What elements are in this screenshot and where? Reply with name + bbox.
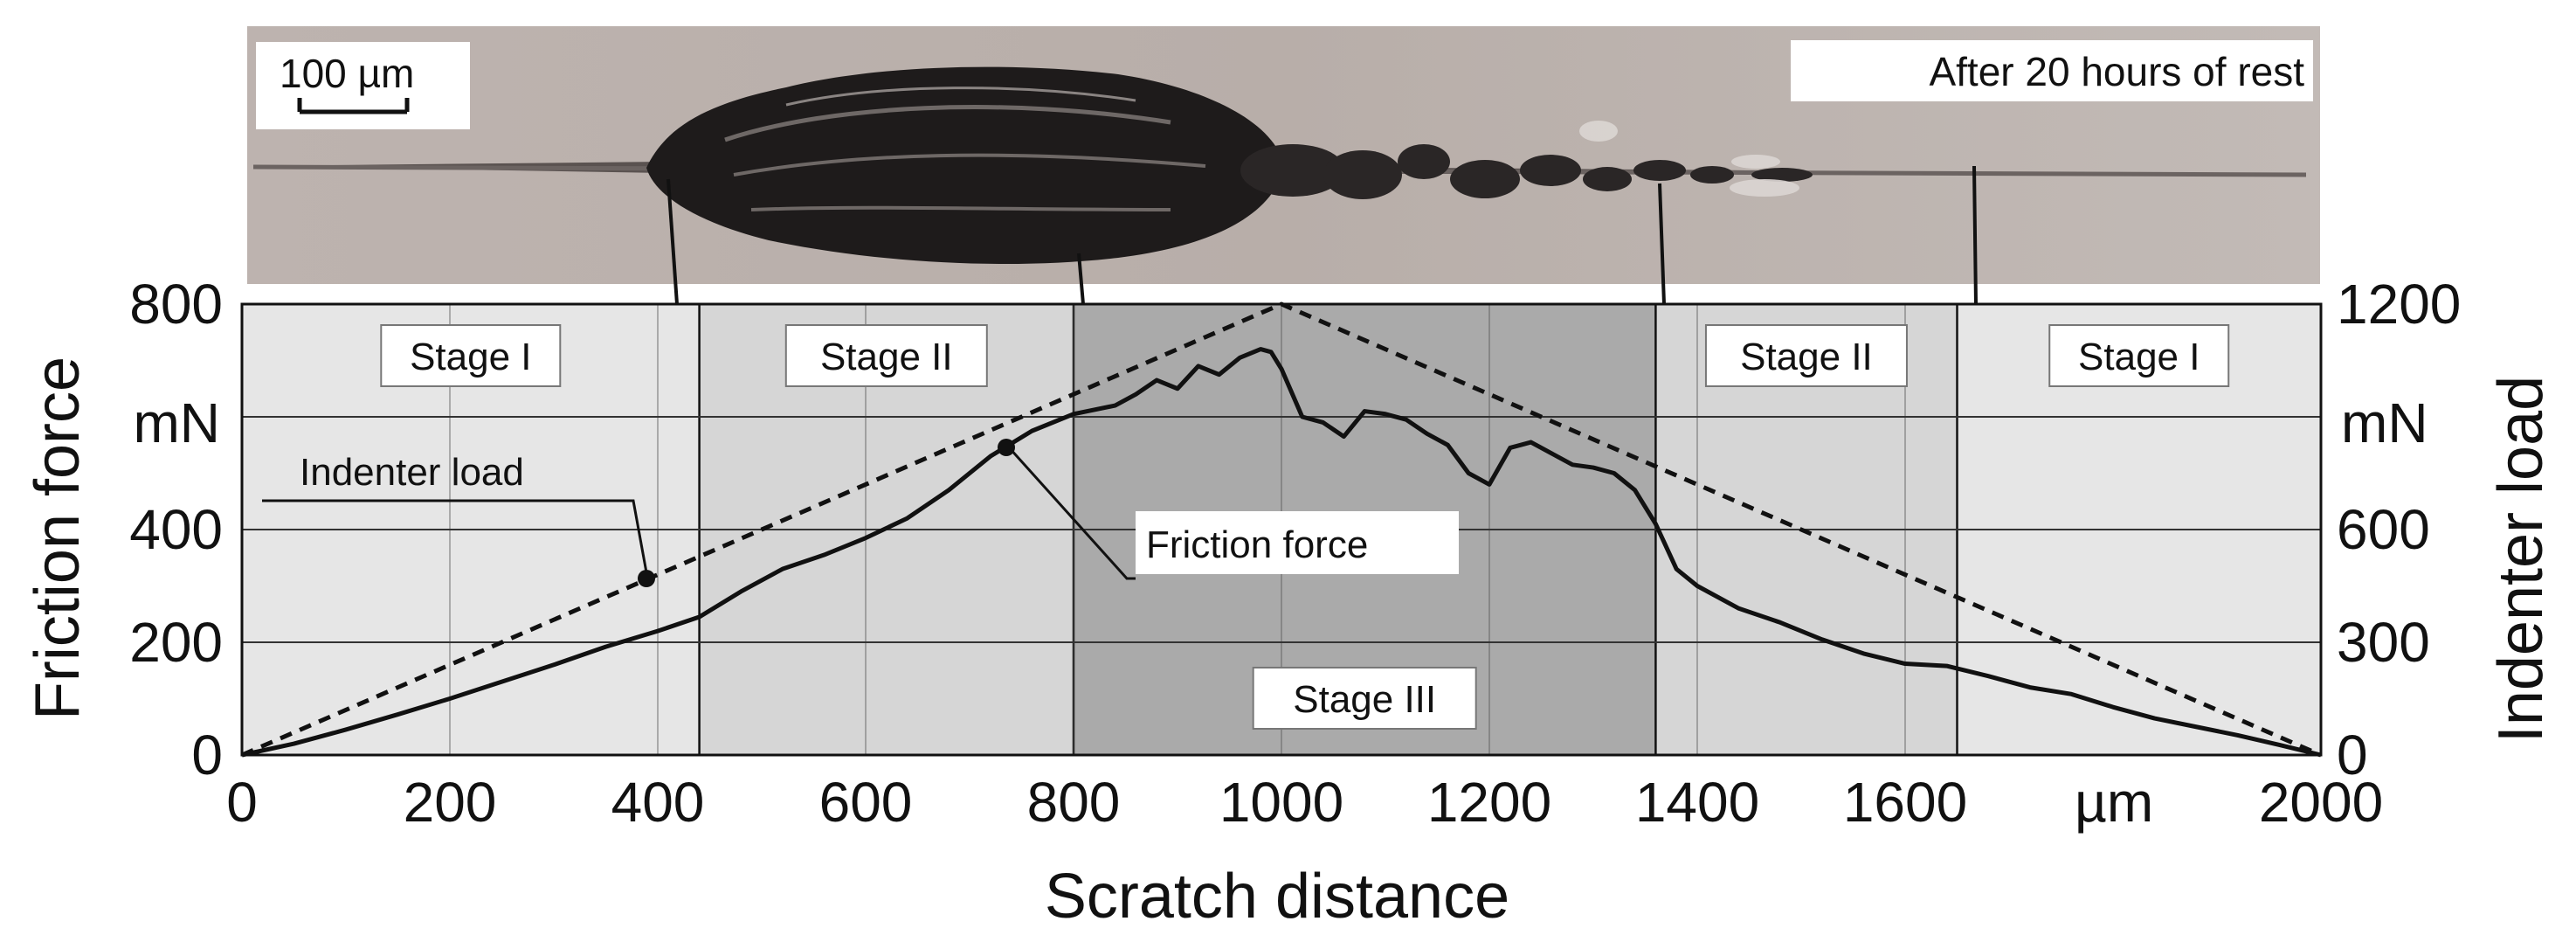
debris-fragments xyxy=(1240,144,1813,199)
x-tick-label-7: 1400 xyxy=(1635,771,1759,834)
stage-label-box-1 xyxy=(784,324,988,387)
y-right-tick-label-1: 300 xyxy=(2337,611,2430,674)
x-tick-label-6: 1200 xyxy=(1427,771,1551,834)
stage-label-box-2 xyxy=(1252,667,1477,730)
stage-label-3: Stage II xyxy=(1740,336,1873,378)
right-axis-unit: mN xyxy=(2341,391,2428,454)
friction-force-label: Friction force xyxy=(1146,523,1368,566)
scratch-micrograph: 100 µm After 20 hours of rest xyxy=(247,26,2320,284)
x-tick-label-2: 400 xyxy=(611,771,705,834)
x-axis-unit: µm xyxy=(2075,771,2153,834)
series-line-friction-force xyxy=(241,347,2322,758)
y-left-axis-title: Friction force xyxy=(23,357,93,720)
indenter-load-label: Indenter load xyxy=(300,451,524,494)
x-tick-label-3: 600 xyxy=(819,771,913,834)
y-right-tick-label-0: 0 xyxy=(2337,724,2368,786)
stage-label-box-3 xyxy=(1704,324,1908,387)
y-right-axis-title: Indenter load xyxy=(2486,376,2556,743)
stage-connectors xyxy=(666,165,1978,305)
left-axis-unit: mN xyxy=(133,391,220,454)
chart-plot-area: Stage I Stage II Stage III Stage II Stage I … xyxy=(129,273,2461,834)
stage-label-1: Stage II xyxy=(820,336,953,378)
y-left-tick-label-1: 200 xyxy=(129,611,223,674)
stage-label-2: Stage III xyxy=(1293,678,1436,721)
plot-frame xyxy=(240,302,2323,757)
y-left-tick-label-3: 800 xyxy=(129,273,223,336)
caption-text: After 20 hours of rest xyxy=(1929,49,2304,94)
y-left-tick-label-2: 400 xyxy=(129,498,223,561)
x-tick-label-1: 200 xyxy=(404,771,497,834)
stage-label-0: Stage I xyxy=(410,336,531,378)
x-tick-label-8: 1600 xyxy=(1843,771,1967,834)
stage-label-box-0 xyxy=(380,324,562,387)
x-tick-label-5: 1000 xyxy=(1219,771,1343,834)
scale-bar-label: 100 µm xyxy=(280,51,414,96)
friction-force-annotation: Friction force xyxy=(998,439,1459,580)
stage-labels: Stage I Stage II Stage III Stage II Stage I xyxy=(380,324,2230,730)
x-tick-label-4: 800 xyxy=(1027,771,1121,834)
stage-label-box-4 xyxy=(2048,324,2230,387)
stage-label-4: Stage I xyxy=(2078,336,2200,378)
axis-ticks: 0 200 400 600 800 1000 1200 1400 1600 20000200400… xyxy=(129,273,2461,834)
y-left-tick-label-0: 0 xyxy=(191,724,223,786)
x-axis-title: Scratch distance xyxy=(1045,862,1509,932)
rest-time-caption: After 20 hours of rest xyxy=(1791,40,2313,101)
scale-bar: 100 µm xyxy=(256,42,470,129)
y-right-tick-label-3: 1200 xyxy=(2337,273,2461,336)
x-tick-label-0: 0 xyxy=(226,771,258,834)
x-tick-label-9: 2000 xyxy=(2259,771,2383,834)
y-right-tick-label-2: 600 xyxy=(2337,498,2430,561)
indenter-load-annotation: Indenter load xyxy=(262,451,655,587)
